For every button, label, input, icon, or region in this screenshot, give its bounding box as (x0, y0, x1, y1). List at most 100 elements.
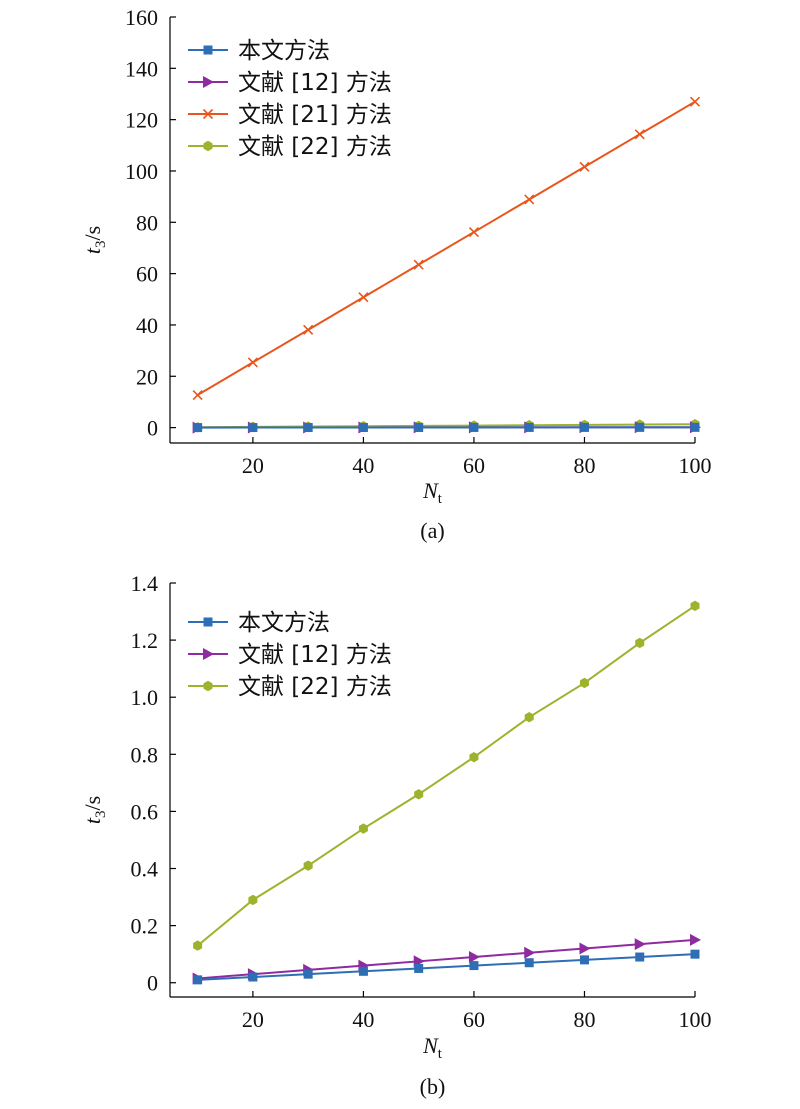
data-point (468, 226, 480, 238)
series-line (197, 100, 696, 396)
data-point (689, 96, 701, 107)
legend-swatch-marker (203, 76, 214, 88)
legend-item: 本文方法 (188, 38, 330, 64)
series-4 (193, 419, 700, 433)
legend-label: 文献 [21] 方法 (238, 102, 392, 128)
data-point (579, 161, 590, 172)
data-point (192, 389, 203, 401)
legend-swatch-marker (203, 617, 213, 627)
x-tick-label: 60 (463, 1007, 485, 1032)
x-tick-label: 80 (573, 1007, 595, 1032)
data-point (634, 129, 645, 140)
y-axis-label-unit: /s (80, 796, 105, 811)
y-axis-label: t3/s (80, 796, 109, 824)
legend-swatch-marker (203, 45, 213, 55)
legend-item: 文献 [22] 方法 (188, 674, 392, 700)
y-tick-label: 60 (136, 262, 158, 287)
panel-label: (a) (420, 518, 444, 543)
data-point (634, 938, 646, 951)
legend-label: 文献 [12] 方法 (238, 642, 392, 668)
x-axis-label-sub: t (438, 491, 443, 507)
legend-swatch-marker (203, 680, 213, 692)
data-point (414, 789, 424, 800)
x-tick-label: 100 (679, 453, 712, 478)
chart-panel-b: 00.20.40.60.81.01.21.420 40 60 80 100t3/sNt(… (80, 571, 712, 1099)
x-tick-label: 60 (463, 453, 485, 478)
series-3 (193, 600, 700, 951)
x-axis-label-sub: t (438, 1046, 443, 1062)
legend-label: 本文方法 (238, 610, 330, 636)
data-point (579, 677, 589, 689)
y-tick-label: 0 (147, 416, 158, 441)
legend-label: 文献 [12] 方法 (238, 70, 392, 96)
data-point (303, 324, 314, 335)
data-point (358, 292, 369, 303)
y-tick-label: 40 (136, 313, 158, 338)
series-line (197, 953, 696, 981)
data-point (469, 961, 479, 971)
data-point (469, 751, 479, 763)
data-point (635, 637, 645, 649)
y-axis-label: t3/s (80, 226, 109, 254)
legend-swatch-marker (203, 648, 214, 660)
y-tick-label: 0.6 (131, 799, 159, 824)
legend-swatch-marker (202, 108, 214, 120)
data-point (303, 423, 313, 433)
y-tick-label: 20 (136, 364, 158, 389)
data-point (524, 958, 534, 968)
series-1 (193, 949, 700, 985)
data-point (524, 711, 534, 723)
y-tick-label: 120 (125, 108, 158, 133)
legend-label: 本文方法 (238, 38, 330, 64)
y-tick-label: 140 (125, 56, 158, 81)
legend-item: 本文方法 (188, 610, 330, 636)
y-axis-label-sub: 3 (93, 811, 109, 819)
data-point (358, 966, 368, 976)
data-point (635, 952, 645, 962)
panel-label: (b) (420, 1074, 446, 1099)
x-axis-label-main: N (422, 478, 439, 503)
data-point (193, 940, 203, 951)
data-point (358, 422, 368, 432)
legend-label: 文献 [22] 方法 (238, 674, 392, 700)
legend-item: 文献 [12] 方法 (188, 70, 392, 96)
y-tick-label: 80 (136, 210, 158, 235)
y-tick-label: 1.4 (131, 571, 159, 596)
legend-item: 文献 [22] 方法 (188, 134, 392, 160)
x-tick-label: 80 (573, 453, 595, 478)
y-tick-label: 100 (125, 159, 158, 184)
data-point (358, 823, 368, 834)
data-point (303, 969, 313, 979)
data-point (193, 423, 203, 433)
data-point (524, 194, 535, 205)
data-point (469, 422, 479, 432)
series-line (196, 605, 696, 947)
legend-item: 文献 [21] 方法 (188, 102, 392, 128)
data-point (413, 259, 424, 270)
data-point (579, 955, 589, 965)
y-tick-label: 1.0 (131, 685, 159, 710)
data-point (247, 357, 258, 368)
data-point (690, 933, 701, 946)
data-point (248, 972, 258, 982)
y-tick-label: 0.4 (131, 857, 159, 882)
y-tick-label: 0.2 (131, 914, 159, 939)
x-tick-label: 40 (352, 1007, 374, 1032)
data-point (579, 942, 591, 955)
data-point (303, 860, 313, 871)
x-axis-label-main: N (422, 1033, 439, 1058)
y-axis-label-sub: 3 (93, 241, 109, 249)
legend-item: 文献 [12] 方法 (188, 642, 392, 668)
data-point (690, 422, 700, 432)
y-axis-label-unit: /s (80, 226, 105, 241)
data-point (193, 975, 203, 985)
series-3 (192, 96, 701, 401)
y-tick-label: 0.8 (131, 742, 159, 767)
y-tick-label: 1.2 (131, 628, 159, 653)
x-tick-label: 20 (242, 1007, 264, 1032)
y-tick-label: 0 (147, 971, 158, 996)
